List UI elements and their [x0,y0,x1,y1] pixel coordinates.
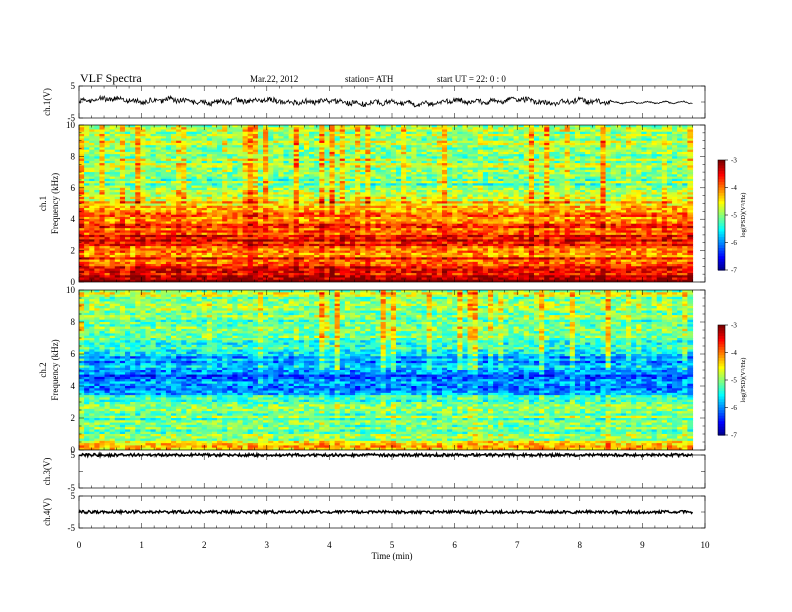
y-tick-label: -5 [68,113,76,123]
spectrogram-ch2 [79,290,694,450]
y-tick-label: -5 [68,523,76,533]
channel-label: ch.1 [38,196,48,211]
colorbar-ch2 [718,325,725,436]
voltage-axis-label: ch.1(V) [42,88,52,116]
colorbar-ch1 [718,160,725,271]
panel-axes: -3 -4 -5 -6 -7 log(PSD)(V²/Hz) -3 -4 -5 -6 -7 log(P… [38,81,747,561]
waveform-trace-1 [79,94,693,108]
panel-data [78,94,725,516]
y-tick-label: -5 [68,483,76,493]
y-tick-label: 8 [71,317,76,327]
y-tick-label: 6 [71,349,76,359]
x-tick-label: 2 [202,540,207,550]
y-tick-label: 5 [71,81,76,91]
y-tick-label: 4 [71,381,76,391]
waveform-trace-5 [78,508,694,516]
colorbar-tick-label: -3 [731,157,737,165]
x-tick-label: 5 [390,540,395,550]
y-tick-label: 5 [71,491,76,501]
colorbar-tick-label: -3 [731,322,737,330]
x-tick-label: 1 [139,540,144,550]
chart-title: VLF Spectra [80,71,142,85]
y-tick-label: 8 [71,151,76,161]
y-tick-label: 10 [66,285,76,295]
x-tick-label: 3 [265,540,270,550]
y-tick-label: 2 [71,246,76,256]
voltage-axis-label: ch.4(V) [42,498,52,526]
y-tick-label: 2 [71,413,76,423]
x-tick-label: 9 [640,540,645,550]
x-tick-label: 8 [578,540,583,550]
colorbar-tick-label: -7 [731,432,737,440]
colorbar-tick-label: -4 [731,184,737,192]
colorbar-label: log(PSD)(V²/Hz) [740,193,747,238]
start-time-label: start UT = 22: 0 : 0 [437,74,506,84]
x-axis-label: Time (min) [372,551,413,561]
station-label: station= ATH [345,74,394,84]
x-tick-label: 6 [452,540,457,550]
spectrogram-ch1 [79,125,694,282]
y-tick-label: 10 [66,120,76,130]
colorbar-tick-label: -6 [731,404,737,412]
colorbar-tick-label: -7 [731,267,737,275]
y-tick-label: 4 [71,214,76,224]
waveform-trace-4 [78,451,693,459]
y-tick-label: 6 [71,183,76,193]
x-tick-label: 4 [327,540,332,550]
x-tick-label: 10 [701,540,711,550]
colorbar-label: log(PSD)(V²/Hz) [740,358,747,403]
x-tick-label: 7 [515,540,520,550]
x-tick-label: 0 [77,540,82,550]
channel-label: ch.2 [38,362,48,377]
colorbar-tick-label: -5 [731,377,737,385]
colorbar-tick-label: -4 [731,349,737,357]
y-tick-label: 0 [71,445,76,455]
date-label: Mar.22, 2012 [250,74,299,84]
voltage-axis-label: ch.3(V) [42,458,52,486]
colorbar-tick-label: -5 [731,212,737,220]
y-tick-label: 5 [71,450,76,460]
frequency-axis-label: Frequency (kHz) [50,173,60,234]
frequency-axis-label: Frequency (kHz) [50,339,60,400]
y-tick-label: 0 [71,277,76,287]
colorbar-tick-label: -6 [731,239,737,247]
